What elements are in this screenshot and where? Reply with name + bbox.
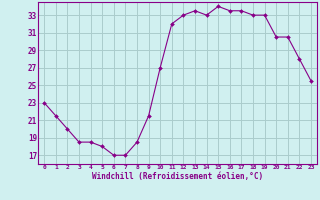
X-axis label: Windchill (Refroidissement éolien,°C): Windchill (Refroidissement éolien,°C): [92, 172, 263, 181]
